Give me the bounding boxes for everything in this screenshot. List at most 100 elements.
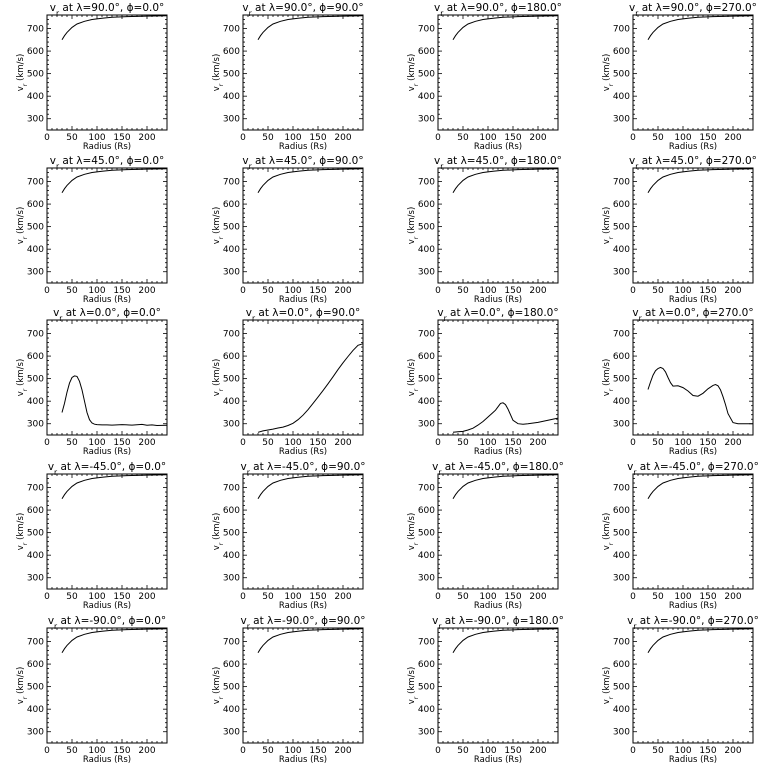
x-tick-label: 0: [435, 286, 441, 296]
x-tick-label: 150: [699, 746, 716, 756]
chart-title: vr at λ=90.0°, ϕ=180.0°: [434, 2, 562, 18]
y-tick-label: 500: [223, 223, 240, 233]
series-line: [61, 474, 168, 500]
plot-frame: [242, 473, 364, 590]
chart-title: vr at λ=-45.0°, ϕ=180.0°: [432, 461, 564, 477]
chart-title: vr at λ=90.0°, ϕ=90.0°: [242, 2, 363, 18]
y-tick-label: 500: [613, 223, 630, 233]
x-tick-label: 150: [309, 438, 326, 448]
x-tick-label: 100: [674, 133, 691, 143]
x-tick-label: 0: [435, 133, 441, 143]
y-tick-label: 400: [27, 245, 44, 255]
y-tick-label: 400: [27, 705, 44, 715]
series-line: [257, 343, 364, 433]
chart-panel: 0 50 100 150 200 300 400 500 600 700 Radius (Rs) vr…: [602, 2, 757, 152]
y-tick-label: 400: [27, 92, 44, 102]
y-tick-label: 600: [223, 506, 240, 516]
y-axis-label: vr (km/s): [602, 207, 615, 245]
y-tick-label: 400: [418, 551, 435, 561]
y-tick-label: 300: [27, 574, 44, 584]
y-tick-label: 700: [27, 330, 44, 340]
chart-panel: 0 50 100 150 200 300 400 500 600 700 Radius (Rs) vr…: [407, 461, 564, 611]
chart-title: vr at λ=45.0°, ϕ=180.0°: [434, 155, 562, 171]
chart-panel: 0 50 100 150 200 300 400 500 600 700 Radius (Rs) vr…: [16, 155, 168, 305]
y-tick-label: 300: [613, 728, 630, 738]
x-tick-label: 100: [479, 438, 496, 448]
y-axis-label: vr (km/s): [16, 207, 29, 245]
plot-frame: [242, 627, 364, 744]
y-axis-label: vr (km/s): [407, 359, 420, 397]
y-tick-label: 300: [418, 420, 435, 430]
y-tick-label: 400: [223, 92, 240, 102]
x-tick-label: 50: [652, 286, 664, 296]
series-line: [61, 168, 168, 194]
x-tick-label: 50: [457, 133, 469, 143]
x-tick-label: 150: [309, 592, 326, 602]
x-tick-label: 50: [66, 592, 78, 602]
x-tick-label: 50: [457, 592, 469, 602]
y-tick-label: 500: [223, 375, 240, 385]
plot-frame: [242, 14, 364, 131]
x-axis-label: Radius (Rs): [83, 755, 131, 765]
plot-frame: [632, 14, 754, 131]
x-tick-label: 0: [240, 438, 246, 448]
y-axis-label: vr (km/s): [407, 513, 420, 551]
x-tick-label: 150: [699, 438, 716, 448]
x-tick-label: 100: [479, 133, 496, 143]
x-tick-label: 200: [724, 746, 741, 756]
x-tick-label: 100: [88, 592, 105, 602]
plot-frame: [437, 473, 559, 590]
x-axis-label: Radius (Rs): [474, 601, 522, 611]
y-tick-label: 300: [223, 268, 240, 278]
x-tick-label: 200: [529, 438, 546, 448]
x-tick-label: 100: [674, 746, 691, 756]
x-tick-label: 200: [138, 286, 155, 296]
x-tick-label: 200: [334, 592, 351, 602]
y-tick-label: 300: [613, 115, 630, 125]
x-tick-label: 150: [699, 592, 716, 602]
y-tick-label: 300: [418, 574, 435, 584]
y-tick-label: 400: [418, 92, 435, 102]
plot-frame: [632, 627, 754, 744]
x-axis-label: Radius (Rs): [474, 447, 522, 457]
y-tick-label: 500: [613, 529, 630, 539]
y-tick-label: 600: [418, 47, 435, 57]
y-tick-label: 700: [613, 638, 630, 648]
x-tick-label: 200: [138, 438, 155, 448]
x-tick-label: 200: [724, 592, 741, 602]
chart-title: vr at λ=90.0°, ϕ=270.0°: [629, 2, 757, 18]
y-tick-label: 300: [27, 268, 44, 278]
x-tick-label: 50: [262, 133, 274, 143]
x-tick-label: 0: [435, 438, 441, 448]
y-tick-label: 600: [27, 506, 44, 516]
y-tick-label: 400: [27, 397, 44, 407]
y-tick-label: 700: [223, 25, 240, 35]
chart-panel: 0 50 100 150 200 300 400 500 600 700 Radius (Rs) vr…: [602, 461, 759, 611]
x-axis-label: Radius (Rs): [669, 142, 717, 152]
series-line: [647, 474, 754, 500]
x-tick-label: 200: [334, 133, 351, 143]
y-tick-label: 700: [418, 178, 435, 188]
y-tick-label: 700: [418, 25, 435, 35]
chart-title: vr at λ=0.0°, ϕ=0.0°: [53, 307, 161, 323]
x-tick-label: 150: [504, 592, 521, 602]
y-tick-label: 300: [223, 728, 240, 738]
x-tick-label: 50: [652, 133, 664, 143]
y-tick-label: 500: [27, 529, 44, 539]
plot-frame: [46, 473, 168, 590]
x-tick-label: 50: [652, 438, 664, 448]
y-tick-label: 400: [223, 705, 240, 715]
y-tick-label: 400: [418, 705, 435, 715]
x-tick-label: 0: [44, 746, 50, 756]
plot-frame: [632, 319, 754, 436]
y-tick-label: 500: [223, 70, 240, 80]
y-tick-label: 600: [418, 352, 435, 362]
y-tick-label: 300: [418, 268, 435, 278]
x-tick-label: 100: [284, 286, 301, 296]
x-tick-label: 150: [113, 438, 130, 448]
y-tick-label: 700: [223, 330, 240, 340]
x-tick-label: 200: [529, 133, 546, 143]
plot-frame: [46, 319, 168, 436]
chart-panel: 0 50 100 150 200 300 400 500 600 700 Radius (Rs) vr…: [602, 307, 754, 457]
